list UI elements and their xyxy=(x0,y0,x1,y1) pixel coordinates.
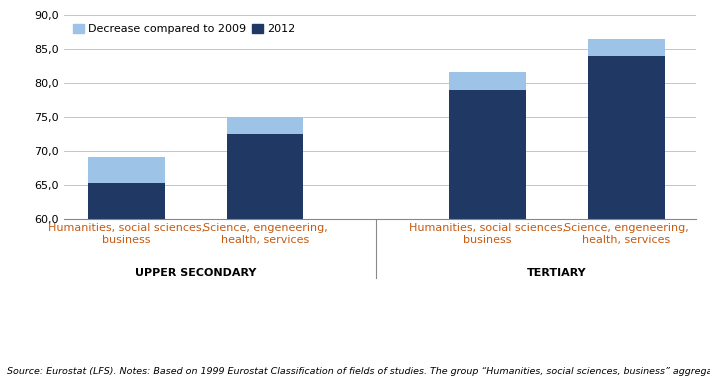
Text: Humanities, social sciences,
business: Humanities, social sciences, business xyxy=(409,223,566,245)
Bar xyxy=(449,90,525,219)
Bar xyxy=(88,156,165,183)
Bar xyxy=(588,56,665,219)
Text: Source: Eurostat (LFS). Notes: Based on 1999 Eurostat Classification of fields o: Source: Eurostat (LFS). Notes: Based on … xyxy=(7,367,710,376)
Bar xyxy=(227,117,303,134)
Bar xyxy=(588,39,665,56)
Text: Science, engeneering,
health, services: Science, engeneering, health, services xyxy=(203,223,327,245)
Bar xyxy=(88,183,165,219)
Legend: Decrease compared to 2009, 2012: Decrease compared to 2009, 2012 xyxy=(70,21,299,38)
Text: UPPER SECONDARY: UPPER SECONDARY xyxy=(135,268,256,278)
Bar xyxy=(227,134,303,219)
Bar xyxy=(449,71,525,90)
Text: Humanities, social sciences,
business: Humanities, social sciences, business xyxy=(48,223,205,245)
Text: Science, engeneering,
health, services: Science, engeneering, health, services xyxy=(564,223,689,245)
Text: TERTIARY: TERTIARY xyxy=(527,268,586,278)
